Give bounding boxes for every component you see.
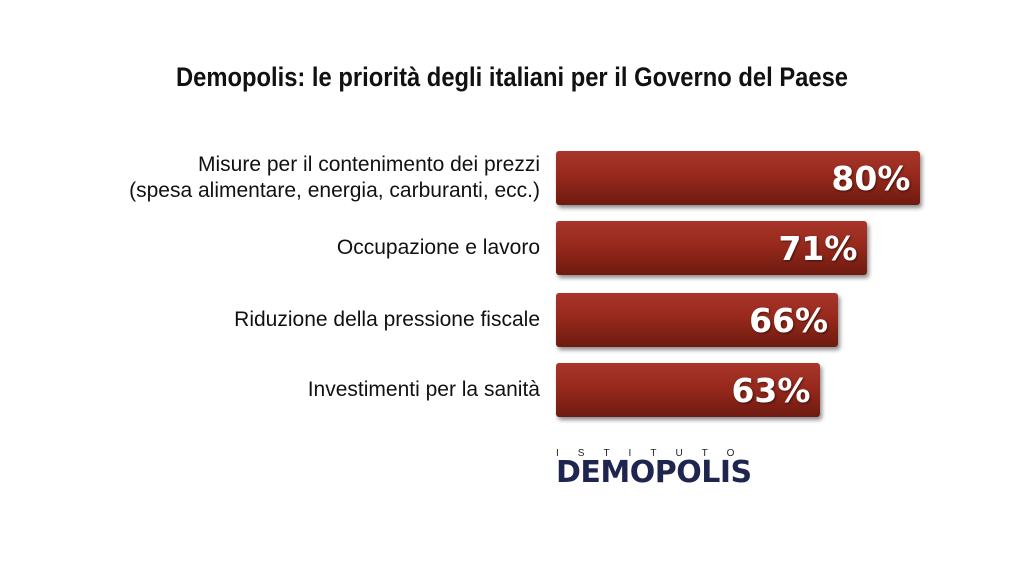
bar	[556, 293, 839, 347]
value-label: 80%	[831, 158, 911, 198]
bar	[556, 363, 821, 417]
category-label: Investimenti per la sanità	[307, 378, 540, 401]
bar	[556, 221, 868, 275]
chart-title: Demopolis: le priorità degli italiani pe…	[175, 62, 849, 92]
value-label: 63%	[731, 370, 811, 410]
value-label: 71%	[778, 228, 858, 268]
category-label: Riduzione della pressione fiscale	[234, 308, 540, 331]
logo-subtitle: ISTITUTO	[556, 448, 754, 459]
category-label: Misure per il contenimento dei prezzi (s…	[129, 153, 540, 202]
category-label: Occupazione e lavoro	[336, 236, 540, 259]
value-label: 66%	[749, 300, 829, 340]
bar	[556, 151, 921, 205]
logo: DEMOPOLIS	[556, 455, 752, 490]
